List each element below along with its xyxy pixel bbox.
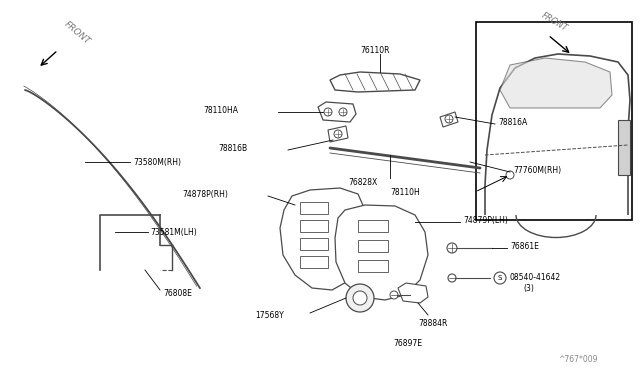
Text: 78110HA: 78110HA bbox=[203, 106, 238, 115]
Text: FRONT: FRONT bbox=[62, 19, 92, 46]
Text: 78110H: 78110H bbox=[390, 187, 420, 196]
Polygon shape bbox=[328, 126, 348, 142]
Text: 76861E: 76861E bbox=[510, 241, 539, 250]
Text: 77760M(RH): 77760M(RH) bbox=[513, 166, 561, 174]
Circle shape bbox=[346, 284, 374, 312]
Bar bbox=[300, 256, 328, 268]
Text: 17568Y: 17568Y bbox=[255, 311, 284, 321]
Text: 76808E: 76808E bbox=[163, 289, 192, 298]
Polygon shape bbox=[318, 102, 356, 122]
Text: ^767*009: ^767*009 bbox=[559, 356, 598, 365]
Circle shape bbox=[494, 272, 506, 284]
Circle shape bbox=[324, 108, 332, 116]
Text: 73581M(LH): 73581M(LH) bbox=[150, 228, 196, 237]
Circle shape bbox=[390, 291, 398, 299]
Text: S: S bbox=[498, 275, 502, 281]
Circle shape bbox=[447, 243, 457, 253]
Circle shape bbox=[448, 274, 456, 282]
Bar bbox=[300, 220, 328, 232]
Bar bbox=[358, 240, 388, 252]
Polygon shape bbox=[500, 58, 612, 108]
Circle shape bbox=[334, 130, 342, 138]
Text: 73580M(RH): 73580M(RH) bbox=[133, 157, 181, 167]
Circle shape bbox=[339, 108, 347, 116]
Bar bbox=[476, 22, 632, 220]
Polygon shape bbox=[335, 205, 428, 300]
Bar bbox=[358, 260, 388, 272]
Circle shape bbox=[353, 291, 367, 305]
Text: (3): (3) bbox=[523, 283, 534, 292]
Circle shape bbox=[506, 171, 514, 179]
Bar bbox=[618, 120, 630, 175]
Text: 74878P(RH): 74878P(RH) bbox=[182, 189, 228, 199]
Text: 08540-41642: 08540-41642 bbox=[510, 273, 561, 282]
Text: 76828X: 76828X bbox=[348, 177, 377, 186]
Bar bbox=[300, 238, 328, 250]
Polygon shape bbox=[280, 188, 368, 290]
Circle shape bbox=[445, 115, 453, 123]
Bar bbox=[358, 220, 388, 232]
Polygon shape bbox=[440, 112, 458, 127]
Text: 76897E: 76897E bbox=[393, 339, 422, 347]
Text: 78816B: 78816B bbox=[218, 144, 247, 153]
Polygon shape bbox=[330, 72, 420, 92]
Text: 78816A: 78816A bbox=[498, 118, 527, 126]
Text: 76110R: 76110R bbox=[360, 45, 390, 55]
Text: 74879P(LH): 74879P(LH) bbox=[463, 215, 508, 224]
Text: FRONT: FRONT bbox=[540, 11, 570, 33]
Text: 78884R: 78884R bbox=[418, 318, 447, 327]
Polygon shape bbox=[398, 283, 428, 303]
Bar bbox=[300, 202, 328, 214]
